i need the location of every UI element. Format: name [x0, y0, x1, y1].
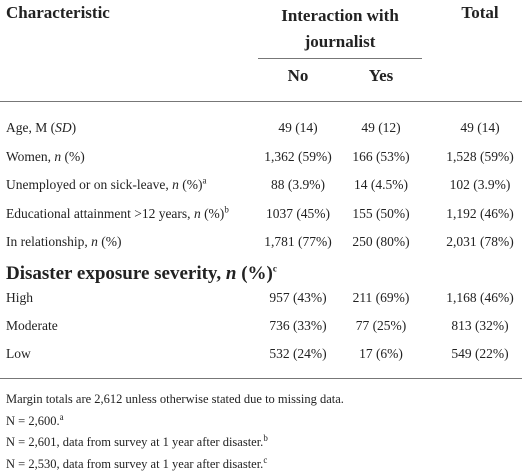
- text-part: In relationship,: [6, 234, 92, 249]
- cell: 1037 (45%): [265, 205, 331, 221]
- cell: 1,168 (46%): [446, 290, 514, 305]
- cell: 49 (14): [460, 120, 500, 135]
- text-part: N = 2,601, data from survey at 1 year af…: [6, 435, 264, 449]
- cell: 49 (14): [278, 120, 318, 135]
- cell: 17 (6%): [359, 346, 403, 361]
- cell: 532 (24%): [269, 346, 327, 361]
- cell: 166 (53%): [352, 148, 410, 164]
- row-label: Educational attainment >12 years, n (%)b: [6, 204, 229, 222]
- text-part: Margin totals are 2,612 unless otherwise…: [6, 392, 344, 406]
- footnote: N = 2,600.a: [6, 411, 64, 429]
- text-part: (%): [200, 205, 225, 221]
- cell: 77 (25%): [355, 318, 407, 333]
- cell: 14 (4.5%): [354, 177, 408, 192]
- text-part: n: [54, 148, 62, 164]
- text-part: (%): [97, 234, 122, 249]
- text-part: n: [193, 205, 201, 221]
- footnote: Margin totals are 2,612 unless otherwise…: [6, 392, 344, 407]
- cell: 49 (12): [361, 120, 401, 135]
- text-part: n: [225, 263, 237, 284]
- text-part: Unemployed or on sick-leave,: [6, 177, 173, 192]
- text-part: n: [91, 234, 98, 249]
- text-part: N = 2,530, data from survey at 1 year af…: [6, 456, 264, 471]
- cell: 211 (69%): [352, 290, 410, 305]
- text-part: Low: [6, 346, 31, 361]
- footnote-mark: c: [263, 454, 268, 465]
- header-no: No: [287, 66, 309, 85]
- cell: 2,031 (78%): [446, 234, 514, 249]
- text-part: n: [172, 177, 179, 192]
- header-yes: Yes: [368, 66, 394, 85]
- row-label: In relationship, n (%): [6, 234, 121, 250]
- header-group: Interaction with journalist: [281, 6, 399, 51]
- text-part: (%): [61, 148, 85, 164]
- text-part: (%): [178, 177, 203, 192]
- text-part: N = 2,600.: [6, 413, 60, 428]
- cell: 1,781 (77%): [264, 234, 332, 249]
- row-label: Women, n (%): [6, 149, 85, 165]
- text-part: High: [6, 290, 33, 305]
- header-rule: [0, 101, 522, 102]
- footnote-mark: b: [224, 204, 229, 214]
- cell: 1,192 (46%): [446, 205, 514, 221]
- footnote-mark: b: [263, 432, 268, 443]
- group-rule: [258, 58, 422, 59]
- row-label: Moderate: [6, 318, 58, 334]
- cell: 102 (3.9%): [449, 177, 511, 192]
- header-total: Total: [461, 3, 499, 22]
- row-label: High: [6, 290, 33, 306]
- text-part: Educational attainment >12 years,: [6, 205, 194, 221]
- footnote: N = 2,530, data from survey at 1 year af…: [6, 454, 268, 472]
- text-part: Women,: [6, 148, 55, 164]
- text-part: (%): [236, 263, 273, 284]
- footnote-mark: c: [272, 263, 277, 274]
- cell: 1,528 (59%): [446, 148, 514, 164]
- footnote: N = 2,601, data from survey at 1 year af…: [6, 432, 268, 450]
- text-part: Age, M (: [6, 120, 56, 135]
- cell: 1,362 (59%): [264, 148, 332, 164]
- section-heading: Disaster exposure severity, n (%)c: [6, 263, 277, 285]
- text-part: ): [71, 120, 77, 135]
- text-part: Moderate: [6, 318, 58, 333]
- header-characteristic: Characteristic: [6, 3, 110, 22]
- row-label: Age, M (SD): [6, 120, 76, 136]
- bottom-rule: [0, 378, 522, 379]
- cell: 549 (22%): [451, 346, 509, 361]
- cell: 813 (32%): [451, 318, 509, 333]
- footnote-mark: a: [59, 411, 64, 422]
- text-part: Disaster exposure severity,: [6, 263, 226, 284]
- text-part: SD: [55, 120, 72, 135]
- cell: 736 (33%): [269, 318, 327, 333]
- row-label: Unemployed or on sick-leave, n (%)a: [6, 175, 207, 193]
- cell: 957 (43%): [269, 290, 327, 305]
- cell: 88 (3.9%): [271, 177, 325, 192]
- footnote-mark: a: [202, 175, 207, 186]
- cell: 250 (80%): [352, 234, 410, 249]
- row-label: Low: [6, 346, 31, 362]
- cell: 155 (50%): [352, 205, 410, 221]
